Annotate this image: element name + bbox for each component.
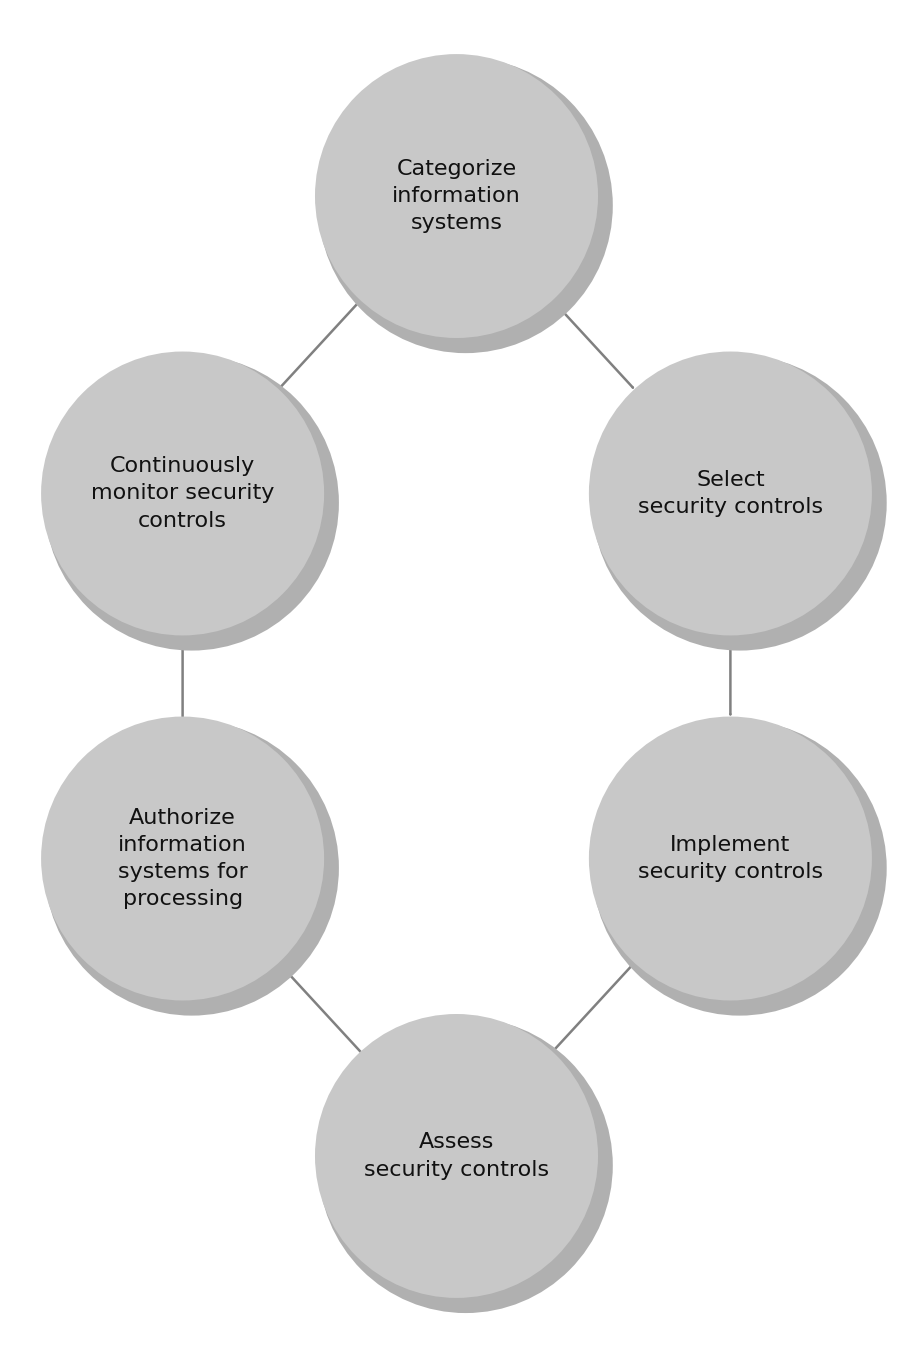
FancyArrowPatch shape [552,300,633,388]
Ellipse shape [45,721,339,1015]
FancyArrowPatch shape [554,963,635,1051]
Ellipse shape [315,54,598,338]
Text: Assess
security controls: Assess security controls [364,1133,549,1179]
Text: Continuously
monitor security
controls: Continuously monitor security controls [91,456,274,531]
Ellipse shape [41,717,324,1000]
Ellipse shape [589,717,872,1000]
Ellipse shape [589,352,872,635]
Ellipse shape [593,721,887,1015]
Ellipse shape [41,352,324,635]
Ellipse shape [319,1018,613,1313]
Text: Select
security controls: Select security controls [638,470,823,516]
Text: Implement
security controls: Implement security controls [638,836,823,882]
FancyArrowPatch shape [280,964,361,1052]
Ellipse shape [593,356,887,650]
Ellipse shape [45,356,339,650]
Text: Categorize
information
systems: Categorize information systems [392,158,521,234]
Ellipse shape [315,1014,598,1298]
FancyArrowPatch shape [278,301,359,389]
Ellipse shape [319,58,613,353]
Text: Authorize
information
systems for
processing: Authorize information systems for proces… [118,807,247,910]
